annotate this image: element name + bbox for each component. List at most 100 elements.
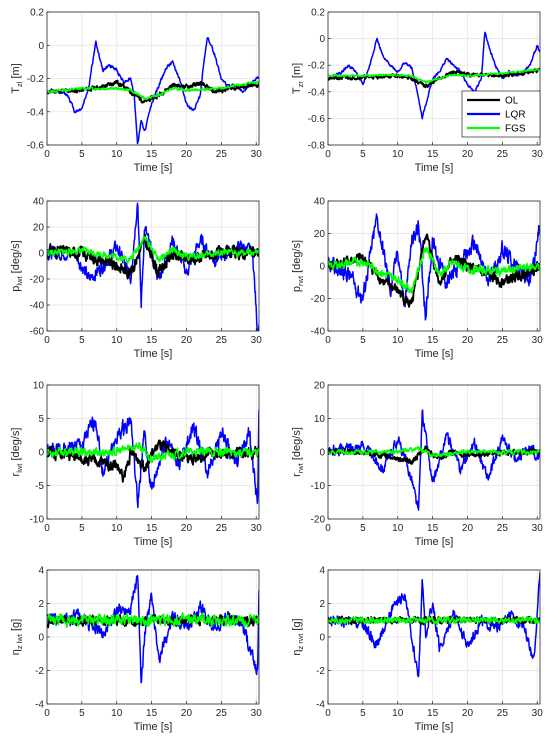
x-tick-label: 25 bbox=[216, 523, 228, 534]
y-tick-label: 0 bbox=[319, 262, 325, 273]
x-tick-label: 0 bbox=[325, 523, 331, 534]
x-tick-label: 5 bbox=[79, 335, 85, 346]
series-ol-line bbox=[47, 612, 259, 629]
plot-p3: 0 5 10 15 20 25 30 -60 -40 -20 0 20 40 Time [s] plwt [… bbox=[10, 197, 262, 361]
y-tick-label: 5 bbox=[38, 414, 44, 425]
y-tick-label: -20 bbox=[30, 275, 45, 286]
series-fgs-line bbox=[47, 236, 259, 264]
y-tick-label: 0 bbox=[319, 448, 325, 459]
x-tick-label: 25 bbox=[216, 149, 228, 160]
x-tick-label: 20 bbox=[462, 335, 474, 346]
y-tick-label: -0.2 bbox=[308, 61, 326, 72]
x-tick-label: 10 bbox=[392, 149, 404, 160]
plot-p1: 0 5 10 15 20 25 30 -0.6 -0.4 -0.2 0 0.2 Time [s] Tzl … bbox=[10, 8, 262, 175]
x-tick-label: 30 bbox=[251, 523, 263, 534]
series-fgs-line bbox=[47, 441, 259, 463]
plot-p8: 0 5 10 15 20 25 30 -4 -2 0 2 4 Time [s] ηz rwt [g] bbox=[291, 566, 543, 734]
axes-box bbox=[327, 11, 541, 146]
y-tick-label: 10 bbox=[314, 414, 326, 425]
y-axis-label: Tzr [m] bbox=[291, 63, 305, 94]
x-axis-label: Time [s] bbox=[415, 721, 454, 733]
series-fgs-line bbox=[328, 445, 540, 458]
y-tick-label: 40 bbox=[33, 197, 45, 208]
x-axis-label: Time [s] bbox=[134, 721, 173, 733]
y-tick-label: -60 bbox=[30, 327, 45, 338]
x-tick-label: 10 bbox=[111, 149, 123, 160]
y-tick-label: -40 bbox=[30, 301, 45, 312]
series-lqr-line bbox=[47, 37, 259, 145]
x-tick-label: 0 bbox=[44, 149, 50, 160]
x-axis-label: Time [s] bbox=[134, 162, 173, 174]
x-tick-label: 15 bbox=[146, 523, 158, 534]
series-lqr-line bbox=[47, 409, 259, 509]
x-tick-label: 20 bbox=[462, 708, 474, 719]
x-tick-label: 20 bbox=[462, 149, 474, 160]
x-tick-label: 0 bbox=[325, 708, 331, 719]
series-fgs-line bbox=[47, 80, 259, 101]
x-tick-label: 20 bbox=[181, 708, 193, 719]
x-axis-label: Time [s] bbox=[415, 348, 454, 360]
x-tick-label: 30 bbox=[251, 149, 263, 160]
x-axis-label: Time [s] bbox=[134, 536, 173, 548]
x-tick-label: 25 bbox=[497, 708, 509, 719]
series-fgs-line bbox=[328, 246, 540, 294]
x-tick-label: 30 bbox=[251, 335, 263, 346]
legend-label-lqr: LQR bbox=[505, 110, 526, 121]
y-tick-label: -0.6 bbox=[27, 141, 45, 152]
series-ol-line bbox=[328, 233, 540, 308]
y-tick-label: -0.6 bbox=[308, 114, 326, 125]
x-tick-label: 10 bbox=[111, 335, 123, 346]
y-tick-label: 20 bbox=[33, 223, 45, 234]
x-tick-label: 30 bbox=[532, 523, 544, 534]
y-tick-label: 0 bbox=[319, 633, 325, 644]
y-tick-label: 0.2 bbox=[311, 8, 325, 19]
x-tick-label: 15 bbox=[146, 335, 158, 346]
x-tick-label: 5 bbox=[360, 335, 366, 346]
x-tick-label: 10 bbox=[392, 708, 404, 719]
x-tick-label: 10 bbox=[392, 335, 404, 346]
series-fgs-line bbox=[328, 68, 540, 84]
x-tick-label: 15 bbox=[427, 335, 439, 346]
legend: OL LQR FGS bbox=[461, 90, 541, 138]
axes-box bbox=[46, 200, 260, 332]
x-tick-label: 15 bbox=[146, 149, 158, 160]
y-tick-label: -2 bbox=[316, 666, 325, 677]
plot-p5: 0 5 10 15 20 25 30 -10 -5 0 5 10 Time [s] rlwt [deg/s… bbox=[10, 381, 262, 549]
x-tick-label: 5 bbox=[79, 708, 85, 719]
y-axis-label: Tzl [m] bbox=[10, 63, 24, 94]
y-tick-label: 0 bbox=[319, 34, 325, 45]
x-tick-label: 15 bbox=[427, 708, 439, 719]
x-tick-label: 0 bbox=[44, 523, 50, 534]
plot-p7: 0 5 10 15 20 25 30 -4 -2 0 2 4 Time [s] ηz lwt [g] bbox=[10, 566, 262, 734]
series-fgs-line bbox=[47, 612, 259, 629]
legend-label-ol: OL bbox=[505, 96, 519, 107]
y-tick-label: -20 bbox=[311, 294, 326, 305]
y-tick-label: 0 bbox=[38, 633, 44, 644]
y-tick-label: 0 bbox=[38, 41, 44, 52]
y-tick-label: 4 bbox=[38, 566, 44, 577]
y-tick-label: 0 bbox=[38, 448, 44, 459]
x-tick-label: 10 bbox=[111, 523, 123, 534]
x-tick-label: 25 bbox=[497, 149, 509, 160]
series-lqr-line bbox=[328, 213, 540, 321]
y-axis-label: plwt [deg/s] bbox=[10, 240, 24, 291]
y-tick-label: 2 bbox=[38, 599, 44, 610]
y-tick-label: 0 bbox=[38, 249, 44, 260]
x-tick-label: 25 bbox=[497, 335, 509, 346]
y-tick-label: -0.4 bbox=[27, 107, 45, 118]
y-tick-label: 4 bbox=[319, 566, 325, 577]
y-tick-label: -0.4 bbox=[308, 87, 326, 98]
y-tick-label: -10 bbox=[311, 481, 326, 492]
x-tick-label: 5 bbox=[79, 523, 85, 534]
x-tick-label: 15 bbox=[146, 708, 158, 719]
x-tick-label: 0 bbox=[325, 335, 331, 346]
y-tick-label: 40 bbox=[314, 197, 326, 208]
y-tick-label: -0.8 bbox=[308, 141, 326, 152]
x-tick-label: 5 bbox=[79, 149, 85, 160]
y-tick-label: -40 bbox=[311, 327, 326, 338]
x-tick-label: 20 bbox=[181, 335, 193, 346]
y-tick-label: 20 bbox=[314, 229, 326, 240]
x-axis-label: Time [s] bbox=[415, 162, 454, 174]
y-tick-label: -20 bbox=[311, 515, 326, 526]
